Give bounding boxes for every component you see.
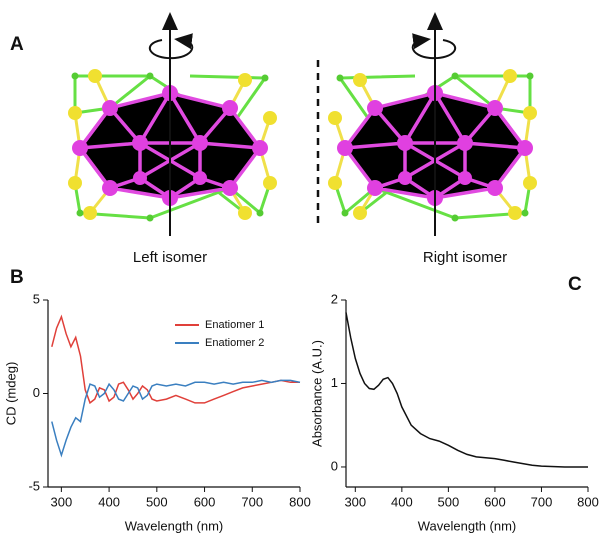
x-tick-label: 700 — [531, 494, 553, 509]
x-tick-label: 600 — [194, 494, 216, 509]
panel-label: C — [568, 274, 582, 295]
x-tick-label: 800 — [577, 494, 599, 509]
y-tick-label: 0 — [331, 458, 338, 473]
page: A Left isomer Right isomer B300400500600… — [0, 0, 601, 536]
x-axis-title: Wavelength (nm) — [125, 518, 224, 533]
caption: Right isomer — [423, 249, 507, 266]
data-line — [346, 313, 588, 468]
legend-label: Enatiomer 2 — [205, 337, 264, 349]
figure: A Left isomer Right isomer B300400500600… — [0, 0, 601, 536]
x-tick-label: 300 — [51, 494, 73, 509]
x-tick-label: 800 — [289, 494, 311, 509]
legend-label: Enatiomer 1 — [205, 319, 264, 331]
caption: Left isomer — [133, 249, 207, 266]
x-tick-label: 500 — [146, 494, 168, 509]
y-axis-title: Absorbance (A.U.) — [309, 340, 324, 447]
y-tick-label: 0 — [33, 385, 40, 400]
left-isomer-structure — [68, 20, 277, 236]
x-tick-label: 400 — [98, 494, 120, 509]
y-tick-label: -5 — [28, 478, 40, 493]
y-axis-title: CD (mdeg) — [3, 362, 18, 426]
x-tick-label: 400 — [391, 494, 413, 509]
x-tick-label: 700 — [241, 494, 263, 509]
x-tick-label: 600 — [484, 494, 506, 509]
x-axis-title: Wavelength (nm) — [418, 518, 517, 533]
panel-label: B — [10, 267, 24, 288]
y-tick-label: 1 — [331, 375, 338, 390]
data-line — [52, 380, 300, 455]
x-tick-label: 300 — [344, 494, 366, 509]
y-tick-label: 2 — [331, 291, 338, 306]
x-tick-label: 500 — [438, 494, 460, 509]
right-isomer-structure — [328, 20, 537, 236]
panel-label: A — [10, 34, 24, 55]
y-tick-label: 5 — [33, 291, 40, 306]
